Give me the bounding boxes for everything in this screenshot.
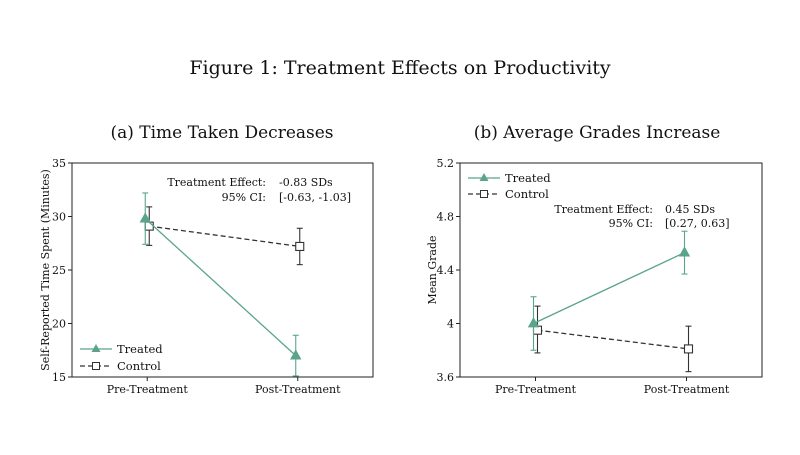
x-tick-label: Pre-Treatment xyxy=(107,383,189,396)
legend-control-label: Control xyxy=(505,187,549,201)
legend-treated-marker xyxy=(91,344,101,352)
y-axis-label: Self-Reported Time Spent (Minutes) xyxy=(39,169,52,371)
legend-treated-label: Treated xyxy=(505,171,551,185)
y-tick-label: 15 xyxy=(52,371,66,384)
control-point xyxy=(144,221,154,231)
treated-point xyxy=(678,246,691,257)
y-axis-label: Mean Grade xyxy=(426,235,439,304)
x-tick-label: Post-Treatment xyxy=(644,383,730,396)
treated-point xyxy=(290,349,302,360)
control-series-line xyxy=(537,329,689,350)
y-tick-label: 3.6 xyxy=(437,371,455,384)
legend-control-label: Control xyxy=(117,359,161,373)
control-series-line xyxy=(149,225,300,248)
effect-label: Treatment Effect: xyxy=(167,176,266,189)
ci-label: 95% CI: xyxy=(222,191,266,204)
ci-label: 95% CI: xyxy=(609,217,653,230)
treated-point xyxy=(527,317,540,328)
effect-label: Treatment Effect: xyxy=(554,203,653,216)
treated-series-line xyxy=(533,252,685,325)
figure-title: Figure 1: Treatment Effects on Productiv… xyxy=(189,57,611,79)
treated-point xyxy=(139,212,151,223)
legend-treated-label: Treated xyxy=(117,342,163,356)
legend-control-marker xyxy=(92,362,100,370)
control-point xyxy=(295,241,305,252)
effect-value: -0.83 SDs xyxy=(279,176,333,189)
legend-control-marker xyxy=(480,190,488,198)
control-point xyxy=(683,344,694,354)
effect-value: 0.45 SDs xyxy=(665,203,715,216)
x-tick-label: Post-Treatment xyxy=(255,383,341,396)
ci-value: [0.27, 0.63] xyxy=(665,217,730,230)
ci-value: [-0.63, -1.03] xyxy=(279,191,351,204)
panel-title: (a) Time Taken Decreases xyxy=(110,123,333,143)
y-tick-label: 25 xyxy=(52,264,66,277)
y-tick-label: 30 xyxy=(52,211,66,224)
treated-series-line xyxy=(144,218,297,357)
panel-title: (b) Average Grades Increase xyxy=(474,123,721,143)
panel-a: (a) Time Taken Decreases 15 20 25 30 35 Pre-Tr… xyxy=(39,123,374,396)
y-tick-label: 35 xyxy=(52,157,66,170)
panel-b: (b) Average Grades Increase 3.6 4 4.4 4.8 5.2… xyxy=(426,123,763,396)
y-tick-label: 4.4 xyxy=(437,264,455,277)
y-tick-label: 5.2 xyxy=(437,157,455,170)
y-tick-label: 4.8 xyxy=(437,211,455,224)
x-tick-label: Pre-Treatment xyxy=(495,383,577,396)
legend-treated-marker xyxy=(479,173,489,181)
y-tick-label: 20 xyxy=(52,318,66,331)
y-tick-label: 4 xyxy=(447,318,454,331)
